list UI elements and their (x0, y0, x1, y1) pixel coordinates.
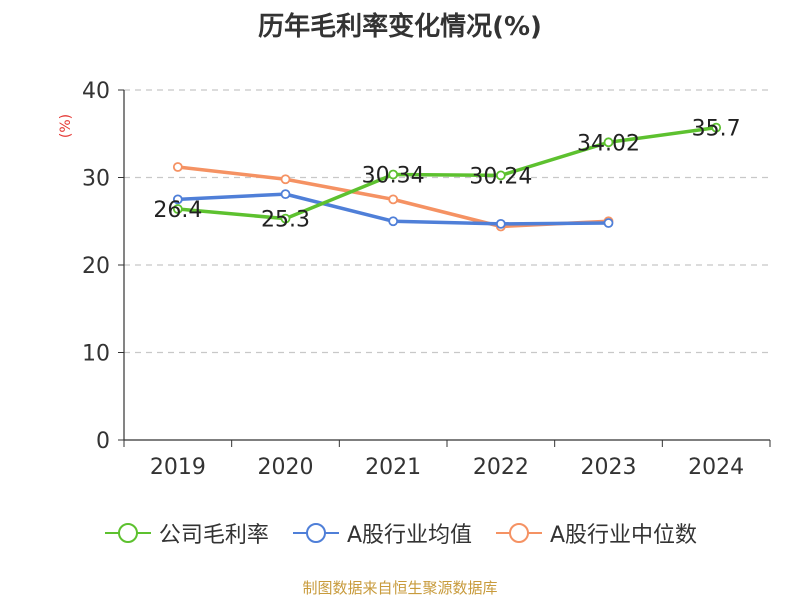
data-point (280, 189, 291, 200)
data-labels: 26.4 25.3 30.34 30.24 34.02 35.7 (153, 117, 740, 233)
x-tick-label: 2023 (581, 455, 637, 480)
legend-label: 公司毛利率 (158, 523, 269, 548)
x-tick-label: 2022 (473, 455, 529, 480)
data-label: 30.24 (469, 164, 532, 189)
x-tick-label: 2021 (365, 455, 421, 480)
x-tick-label: 2020 (258, 455, 314, 480)
data-point (495, 170, 506, 181)
x-tick-labels: 2019 2020 2021 2022 2023 2024 (150, 455, 744, 480)
legend-label: A股行业中位数 (550, 523, 698, 548)
data-label: 26.4 (153, 198, 202, 223)
y-tick-label: 10 (82, 342, 110, 367)
y-tick-label: 30 (82, 167, 110, 192)
source-note: 制图数据来自恒生聚源数据库 (302, 579, 498, 597)
data-label: 34.02 (577, 131, 640, 156)
data-label: 30.34 (362, 164, 425, 189)
data-point (172, 194, 183, 205)
data-point (388, 194, 399, 205)
data-point (172, 204, 183, 214)
data-point (172, 162, 183, 172)
y-axis-unit: (%) (58, 114, 74, 138)
legend-line-marker-icon (292, 523, 339, 543)
data-label: 35.7 (692, 117, 741, 142)
data-point (495, 218, 506, 229)
legend-item[interactable]: A股行业中位数 (494, 517, 697, 549)
legend-label: A股行业均值 (346, 523, 472, 548)
data-point (603, 137, 614, 148)
data-label: 25.3 (261, 208, 310, 233)
series-lines (172, 122, 722, 232)
x-tick-label: 2019 (150, 455, 206, 480)
legend-line-marker-icon (104, 523, 151, 543)
legend-item[interactable]: 公司毛利率 (103, 517, 269, 549)
data-point (711, 122, 722, 133)
data-point (388, 169, 399, 180)
legend-item[interactable]: A股行业均值 (291, 517, 472, 549)
legend-line-marker-icon (496, 523, 542, 543)
y-tick-label: 0 (96, 429, 110, 454)
y-tick-label: 20 (82, 254, 110, 279)
data-point (603, 218, 614, 228)
data-point (280, 213, 291, 224)
gridlines (124, 89, 770, 354)
y-tick-label: 40 (82, 79, 110, 104)
series-line (176, 125, 718, 221)
x-tick-label: 2024 (688, 455, 744, 480)
chart-title: 历年毛利率变化情况(%) (258, 12, 542, 42)
axes (118, 89, 771, 447)
data-point (388, 216, 399, 227)
y-tick-labels: 0 10 20 30 40 (82, 79, 110, 454)
legend: 公司毛利率 A股行业均值 A股行业中位数 (0, 517, 800, 549)
data-point (280, 174, 291, 185)
